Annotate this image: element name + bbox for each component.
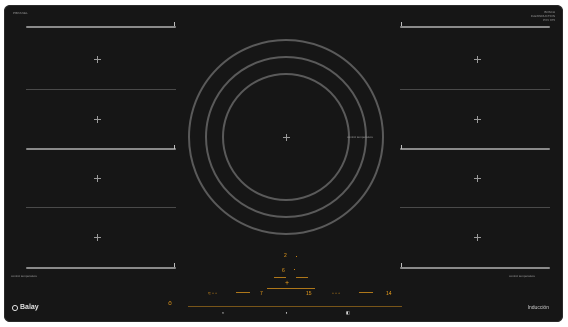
left-zone-middle-bar [26,148,176,150]
technology-label: Inducción [527,305,549,311]
display-mid-dot [294,269,295,270]
right-zone-middle-bar [400,148,550,150]
left-zone-4-plus-icon[interactable] [94,234,101,241]
left-zone-divider-2 [26,207,176,208]
right-code: BOSCH FLEXINDUCTION PXV 975 [531,10,555,22]
left-function-icons[interactable]: ≈ ▫ ▫ [208,291,218,297]
right-zone-middle-tick [401,145,402,149]
display-center-cross-icon[interactable]: + [285,280,290,287]
cooktop-surface: PBPANEL BOSCH FLEXINDUCTION PXV 975 cont… [4,5,563,322]
right-code-line-1: BOSCH [544,10,555,14]
display-top-level[interactable]: 2 [284,253,287,259]
center-zone-inner-ring [222,73,350,201]
right-zone-2-plus-icon[interactable] [474,116,481,123]
left-zone-bottom-tick [174,263,175,267]
right-zone-4-plus-icon[interactable] [474,234,481,241]
right-zone-bottom-bar [400,267,550,269]
left-zone-1-plus-icon[interactable] [94,56,101,63]
display-top-dot [296,256,297,257]
left-zone-3-plus-icon[interactable] [94,175,101,182]
left-zone-top-tick [174,22,175,26]
right-zone-top-tick [401,22,402,26]
right-zone-bottom-tick [401,263,402,267]
left-power-icon[interactable]: ◐ [222,310,225,315]
display-right-level[interactable]: 14 [386,291,392,297]
left-zone-divider-1 [26,89,176,90]
left-zone-2-plus-icon[interactable] [94,116,101,123]
brand: Balay [12,304,39,311]
right-zone-label: control temperature [509,274,536,278]
center-zone-plus-icon[interactable] [283,134,290,141]
center-zone-outer-ring [188,39,384,235]
display-center-bar [267,288,315,289]
left-zone-top-bar [26,26,176,28]
right-level-bar [359,292,373,293]
center-power-icon[interactable]: ◑ [285,310,288,315]
left-level-bar [236,292,250,293]
center-zone-middle-ring [205,56,367,218]
right-zone-divider-1 [400,89,550,90]
display-timer-value[interactable]: 15 [306,291,312,297]
left-zone-bottom-bar [26,267,176,269]
right-code-line-2: FLEXINDUCTION [530,14,555,18]
right-function-icons[interactable]: ▫ ▫ ▫ [332,291,341,297]
left-zone-middle-tick [174,145,175,149]
timer-icon[interactable]: ⏱ [168,301,172,307]
right-code-line-3: PXV 975 [543,18,555,22]
right-zone-3-plus-icon[interactable] [474,175,481,182]
center-zone-label: control temperature [347,135,374,139]
display-center-level[interactable]: 7 [260,291,263,297]
brand-name: Balay [20,304,39,311]
right-zone-divider-2 [400,207,550,208]
display-mid-level[interactable]: 6 [282,268,285,274]
left-zone-label: control temperature [11,274,38,278]
display-right-segment [296,277,308,278]
right-power-icon[interactable]: ◧ [346,310,350,315]
power-slider[interactable] [188,306,402,307]
right-zone-1-plus-icon[interactable] [474,56,481,63]
model-code: PBPANEL [13,11,29,15]
brand-logo-icon [12,304,18,311]
right-zone-top-bar [400,26,550,28]
display-left-segment [274,277,286,278]
